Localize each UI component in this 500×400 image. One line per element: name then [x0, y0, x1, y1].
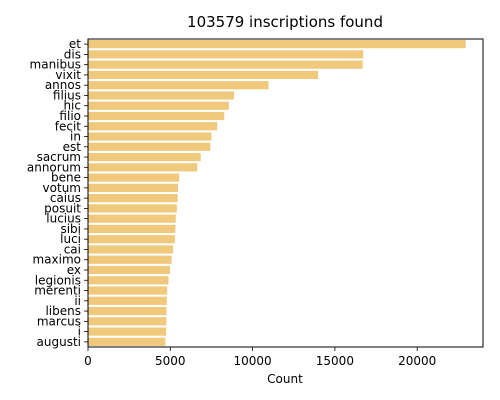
y-tick-label: libens: [45, 304, 81, 318]
plot-frame: [87, 38, 484, 348]
y-tick-label: ii: [74, 294, 81, 308]
y-tick-label: fecit: [55, 119, 82, 133]
y-tick-label: luci: [60, 232, 81, 246]
y-tick-label: sacrum: [37, 150, 81, 164]
bar-sacrum: [88, 152, 201, 162]
y-tick-label: dis: [64, 47, 81, 61]
chart-title: 103579 inscriptions found: [187, 13, 383, 31]
bar-caius: [88, 194, 178, 203]
x-tick-label: 10000: [233, 354, 271, 368]
x-tick-label: 15000: [316, 354, 354, 368]
x-tick-label: 5000: [155, 354, 186, 368]
y-tick-label: augusti: [37, 335, 81, 349]
x-tick-label: 20000: [398, 354, 436, 368]
y-tick-label: ex: [67, 263, 81, 277]
bar-merenti: [88, 286, 168, 295]
y-tick-label: manibus: [30, 58, 81, 72]
bars-group: [88, 40, 466, 346]
y-tick-label: caius: [50, 191, 81, 205]
y-tick-label: posuit: [44, 201, 81, 215]
bar-augusti: [88, 337, 166, 346]
y-tick-label: filio: [59, 109, 81, 123]
y-tick-label: hic: [63, 99, 81, 113]
bar-est: [88, 142, 211, 151]
y-tick-label: sibi: [60, 222, 81, 236]
bar-maximo: [88, 255, 172, 264]
y-tick-label: bene: [51, 171, 81, 185]
bar-vixit: [88, 70, 319, 80]
y-tick-label: est: [63, 140, 82, 154]
x-axis: 0 5000 10000 15000 20000: [84, 347, 436, 368]
x-axis-label: Count: [267, 372, 303, 386]
x-tick-label: 0: [84, 354, 92, 368]
y-tick-label: merenti: [34, 284, 81, 298]
y-tick-label: maximo: [32, 253, 81, 267]
bar-marcus: [88, 317, 167, 326]
bar-sibi: [88, 224, 176, 234]
bar-i: [88, 327, 167, 336]
bar-posuit: [88, 204, 177, 213]
bar-et: [88, 40, 466, 49]
y-tick-label: marcus: [37, 314, 81, 328]
bar-in: [88, 132, 212, 141]
bar-dis: [88, 50, 364, 59]
bar-fecit: [88, 122, 218, 131]
bar-annos: [88, 81, 269, 90]
bar-filius: [88, 91, 234, 100]
bar-legionis: [88, 276, 169, 285]
y-tick-label: annorum: [27, 160, 81, 174]
y-tick-label: vixit: [55, 68, 81, 82]
y-axis: etdismanibusvixitannosfiliushicfiliofeci…: [27, 37, 88, 349]
y-tick-label: cai: [64, 242, 81, 256]
y-tick-label: i: [78, 325, 81, 339]
bar-cai: [88, 245, 174, 254]
y-tick-label: legionis: [35, 273, 81, 287]
y-tick-label: in: [70, 130, 81, 144]
y-tick-label: filius: [53, 88, 81, 102]
bar-luci: [88, 235, 175, 244]
y-tick-label: et: [69, 37, 81, 51]
bar-manibus: [88, 60, 363, 69]
bar-libens: [88, 306, 167, 316]
bar-annorum: [88, 163, 198, 172]
y-tick-label: annos: [45, 78, 81, 92]
bar-filio: [88, 111, 225, 121]
bar-bene: [88, 173, 180, 182]
bar-ex: [88, 265, 170, 275]
bar-lucius: [88, 214, 176, 223]
bar-hic: [88, 101, 229, 110]
bar-votum: [88, 183, 179, 192]
y-tick-label: votum: [43, 181, 81, 195]
y-tick-label: lucius: [46, 212, 81, 226]
bar-ii: [88, 296, 167, 305]
